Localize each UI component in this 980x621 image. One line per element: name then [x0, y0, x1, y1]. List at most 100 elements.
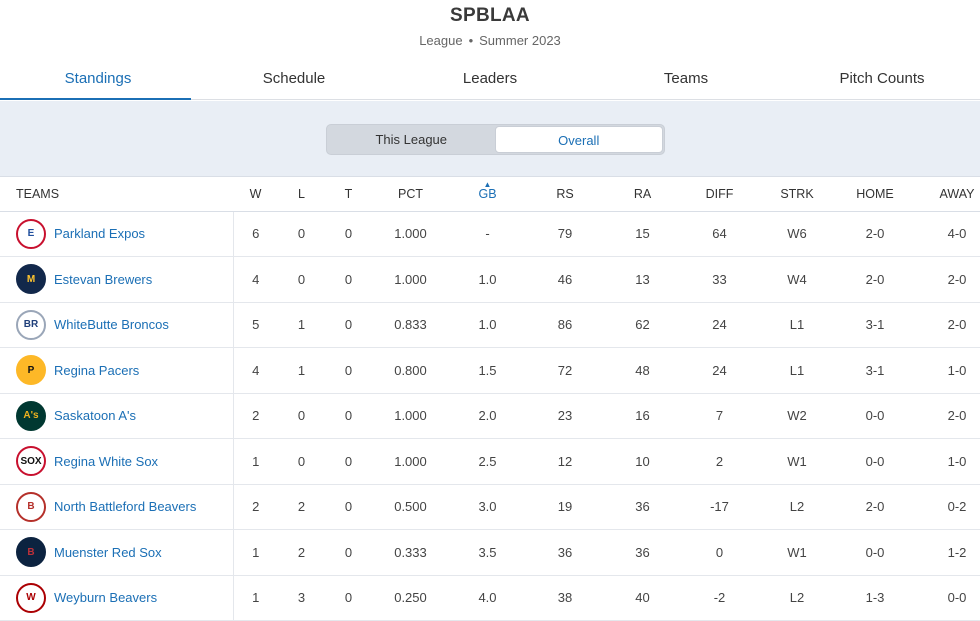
cell-pct: 0.500 — [372, 484, 449, 530]
cell-t: 0 — [325, 529, 372, 576]
col-header-teams[interactable]: TEAMS — [0, 178, 233, 212]
cell-home: 3-1 — [836, 302, 914, 348]
team-name-link[interactable]: Regina White Sox — [54, 453, 159, 469]
cell-home: 1-3 — [836, 575, 914, 621]
col-header-l[interactable]: L — [278, 178, 325, 212]
tab-leaders[interactable]: Leaders — [462, 70, 518, 87]
tab-bar: Standings Schedule Leaders Teams Pitch C… — [0, 60, 980, 100]
cell-pct: 0.333 — [372, 529, 449, 576]
cell-rs: 38 — [526, 575, 604, 621]
subtitle-season: Summer 2023 — [479, 33, 561, 48]
team-cell: A's Saskatoon A's — [0, 393, 234, 439]
cell-ra: 40 — [604, 575, 681, 621]
broncos-logo-icon: BR — [16, 309, 46, 340]
cell-gb: 1.0 — [449, 256, 526, 303]
table-row: BR WhiteButte Broncos 5 1 0 0.833 1.0 86 62 24 L1 3… — [0, 302, 980, 348]
team-name-link[interactable]: Regina Pacers — [54, 362, 140, 378]
cell-strk: L2 — [758, 484, 836, 530]
cell-home: 0-0 — [836, 393, 914, 439]
cell-gb: 2.0 — [449, 393, 526, 439]
cell-t: 0 — [325, 393, 372, 439]
cell-home: 0-0 — [836, 438, 914, 485]
cell-diff: 33 — [681, 256, 758, 303]
team-info: B Muenster Red Sox — [16, 537, 233, 568]
cell-strk: W6 — [758, 211, 836, 257]
col-header-pct[interactable]: PCT — [372, 178, 449, 212]
tab-teams[interactable]: Teams — [663, 70, 709, 87]
table-body: E Parkland Expos 6 0 0 1.000-79 15 64 W6 2-0 4-0 M E… — [0, 211, 980, 621]
cell-l: 0 — [278, 438, 325, 485]
cell-strk: L2 — [758, 575, 836, 621]
cell-diff: 24 — [681, 302, 758, 348]
cell-strk: L1 — [758, 302, 836, 348]
page-header: SPBLAA League • Summer 2023 — [0, 0, 980, 60]
team-cell: E Parkland Expos — [0, 211, 234, 257]
cell-ra: 62 — [604, 302, 681, 348]
team-cell: B North Battleford Beavers — [0, 484, 234, 530]
cell-home: 0-0 — [836, 529, 914, 576]
tab-pitch-counts[interactable]: Pitch Counts — [839, 70, 925, 87]
cell-t: 0 — [325, 256, 372, 303]
team-name-link[interactable]: North Battleford Beavers — [54, 499, 197, 515]
cell-pct: 0.800 — [372, 347, 449, 394]
cell-ra: 36 — [604, 484, 681, 530]
cell-t: 0 — [325, 575, 372, 621]
team-name-link[interactable]: WhiteButte Broncos — [54, 317, 169, 333]
team-name-link[interactable]: Muenster Red Sox — [54, 544, 162, 560]
cell-l: 0 — [278, 393, 325, 439]
team-name-link[interactable]: Saskatoon A's — [54, 408, 136, 424]
cell-pct: 1.000 — [372, 211, 449, 257]
subtitle-type: League — [419, 33, 463, 48]
cell-t: 0 — [325, 302, 372, 348]
cell-diff: -2 — [681, 575, 758, 621]
cell-away: 0-0 — [914, 575, 980, 621]
cell-w: 1 — [233, 438, 278, 485]
tab-schedule[interactable]: Schedule — [262, 70, 326, 87]
cell-gb: 3.0 — [449, 484, 526, 530]
team-info: B North Battleford Beavers — [16, 491, 233, 522]
col-header-w[interactable]: W — [233, 178, 278, 212]
cell-strk: L1 — [758, 347, 836, 394]
team-name-link[interactable]: Estevan Brewers — [54, 271, 153, 287]
toggle-overall[interactable]: Overall — [494, 126, 663, 153]
cell-gb: 3.5 — [449, 529, 526, 576]
cell-gb: 1.0 — [449, 302, 526, 348]
cell-ra: 13 — [604, 256, 681, 303]
tab-standings[interactable]: Standings — [0, 60, 196, 100]
team-info: BR WhiteButte Broncos — [16, 309, 233, 340]
col-header-gb[interactable]: ▲ GB — [449, 178, 526, 212]
athletics-logo-icon: A's — [16, 400, 46, 431]
cell-diff: 2 — [681, 438, 758, 485]
cell-w: 2 — [233, 393, 278, 439]
cell-pct: 1.000 — [372, 393, 449, 439]
col-header-away[interactable]: AWAY — [914, 178, 980, 212]
col-header-t[interactable]: T — [325, 178, 372, 212]
page-title: SPBLAA — [450, 5, 530, 26]
subtitle-separator: • — [468, 33, 474, 48]
cell-rs: 72 — [526, 347, 604, 394]
cell-away: 2-0 — [914, 256, 980, 303]
col-header-rs[interactable]: RS — [526, 178, 604, 212]
table-row: B Muenster Red Sox 1 2 0 0.333 3.5 36 36 0 W1 0-0 1-… — [0, 529, 980, 576]
col-header-diff[interactable]: DIFF — [681, 178, 758, 212]
col-header-ra[interactable]: RA — [604, 178, 681, 212]
cell-away: 4-0 — [914, 211, 980, 257]
cell-away: 0-2 — [914, 484, 980, 530]
filter-band: This League Overall — [0, 101, 980, 177]
team-name-link[interactable]: Weyburn Beavers — [54, 590, 158, 606]
cell-t: 0 — [325, 438, 372, 485]
cell-rs: 79 — [526, 211, 604, 257]
toggle-this-league[interactable]: This League — [375, 132, 448, 147]
team-info: E Parkland Expos — [16, 218, 233, 249]
cell-strk: W4 — [758, 256, 836, 303]
col-header-gb-label: GB — [478, 187, 497, 202]
cell-pct: 0.250 — [372, 575, 449, 621]
cell-away: 2-0 — [914, 302, 980, 348]
col-header-home[interactable]: HOME — [836, 178, 914, 212]
beavers-logo-icon: B — [16, 491, 46, 522]
cell-gb: - — [449, 211, 526, 257]
cell-t: 0 — [325, 347, 372, 394]
team-name-link[interactable]: Parkland Expos — [54, 226, 146, 242]
col-header-strk[interactable]: STRK — [758, 178, 836, 212]
cell-l: 0 — [278, 256, 325, 303]
